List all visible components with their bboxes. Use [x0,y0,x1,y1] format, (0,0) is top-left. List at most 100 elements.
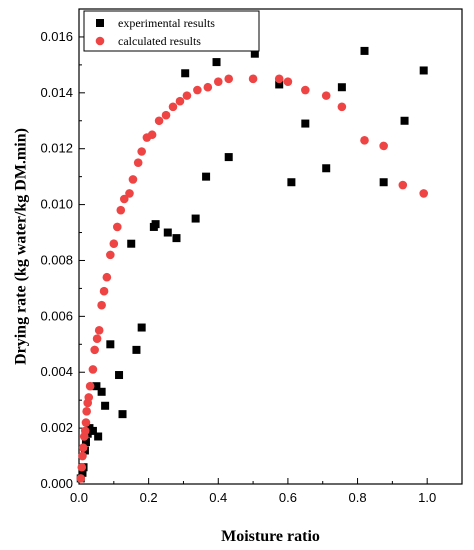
x-tick-label: 0.2 [140,490,158,505]
calculated-point [116,205,126,215]
calculated-point [81,418,91,427]
calculated-point [337,102,347,112]
calculated-point [360,136,369,145]
calculated-point [76,474,86,483]
calculated-point [283,77,293,86]
calculated-point [82,407,91,416]
calculated-point [379,141,388,151]
calculated-point [94,326,104,335]
calculated-point [182,91,192,100]
experimental-point [115,371,124,380]
legend-label: calculated results [118,34,201,48]
experimental-point [287,178,296,187]
calculated-point [88,365,98,374]
legend-marker-experimental [96,19,104,27]
calculated-point [119,194,129,204]
calculated-point [161,110,171,120]
experimental-point [360,46,369,55]
axes [78,8,463,485]
calculated-point [419,189,429,198]
calculated-point [90,345,99,355]
experimental-point [181,69,190,78]
experimental-point [97,387,106,396]
calculated-point [133,158,143,167]
experimental-point [132,345,141,354]
calculated-point [84,393,94,402]
experimental-point [88,426,97,435]
ticks: 0.0 0.2 0.4 0.6 0.8 1.0 0.000 0.002 0.004 0.006 0.… [40,29,463,505]
calculated-point [128,175,138,184]
experimental-point [322,164,331,173]
experimental-point [301,119,310,128]
calculated-point [106,250,115,260]
experimental-point [118,410,127,419]
experimental-point [81,438,90,447]
experimental-point [337,83,346,92]
legend-label: experimental results [118,16,215,30]
series-calculated [76,74,429,483]
experimental-point [275,80,284,89]
calculated-point [113,222,122,232]
calculated-point [102,272,112,282]
calculated-point [125,189,134,198]
data-marks [76,46,429,483]
calculated-point [78,443,88,452]
y-tick-label: 0.014 [40,85,73,100]
experimental-point [163,228,172,237]
experimental-point [172,234,181,243]
experimental-point [137,323,146,332]
experimental-point [151,220,160,229]
calculated-point [99,286,109,296]
experimental-point [202,172,211,181]
calculated-point [137,147,146,156]
experimental-point [400,116,409,125]
experimental-point [94,432,103,441]
experimental-point [127,239,136,248]
calculated-point [175,96,185,106]
calculated-point [147,130,157,140]
legend-items: experimental results calculated results [95,16,215,48]
experimental-point [212,58,221,67]
calculated-point [193,85,202,95]
experimental-point [191,214,200,223]
y-tick-label: 0.012 [40,141,73,156]
y-tick-label: 0.004 [40,364,73,379]
calculated-point [213,77,223,86]
calculated-point [154,116,164,126]
x-axis-title: Moisture ratio [221,528,320,545]
calculated-point [398,180,408,190]
experimental-point [106,340,115,349]
experimental-point [419,66,428,75]
calculated-point [224,74,234,84]
calculated-point [77,462,87,472]
y-axis-title: Drying rate (kg water/kg DM.min) [13,128,30,365]
x-tick-label: 0.8 [349,490,367,505]
y-tick-label: 0.010 [40,197,73,212]
series-experimental [76,46,428,483]
y-tick-label: 0.008 [40,252,73,267]
legend-marker-calculated [95,36,105,46]
x-tick-label: 0.0 [70,490,88,505]
experimental-point [101,401,110,410]
calculated-point [321,91,331,100]
calculated-point [85,381,95,391]
experimental-point [250,49,259,58]
y-tick-label: 0.016 [40,29,73,44]
calculated-point [97,300,106,310]
experimental-point [224,153,233,162]
calculated-point [248,74,258,84]
x-tick-label: 0.4 [209,490,227,505]
legend-box [83,10,260,52]
y-tick-label: 0.002 [40,420,73,435]
plot-frame [78,8,463,485]
experimental-point [78,468,87,477]
calculated-point [80,426,90,436]
experimental-point [92,382,101,391]
calculated-point [78,451,87,461]
y-tick-label: 0.000 [40,476,73,491]
calculated-point [274,74,284,84]
calculated-point [92,334,102,344]
x-tick-label: 1.0 [418,490,436,505]
calculated-point [301,85,310,95]
